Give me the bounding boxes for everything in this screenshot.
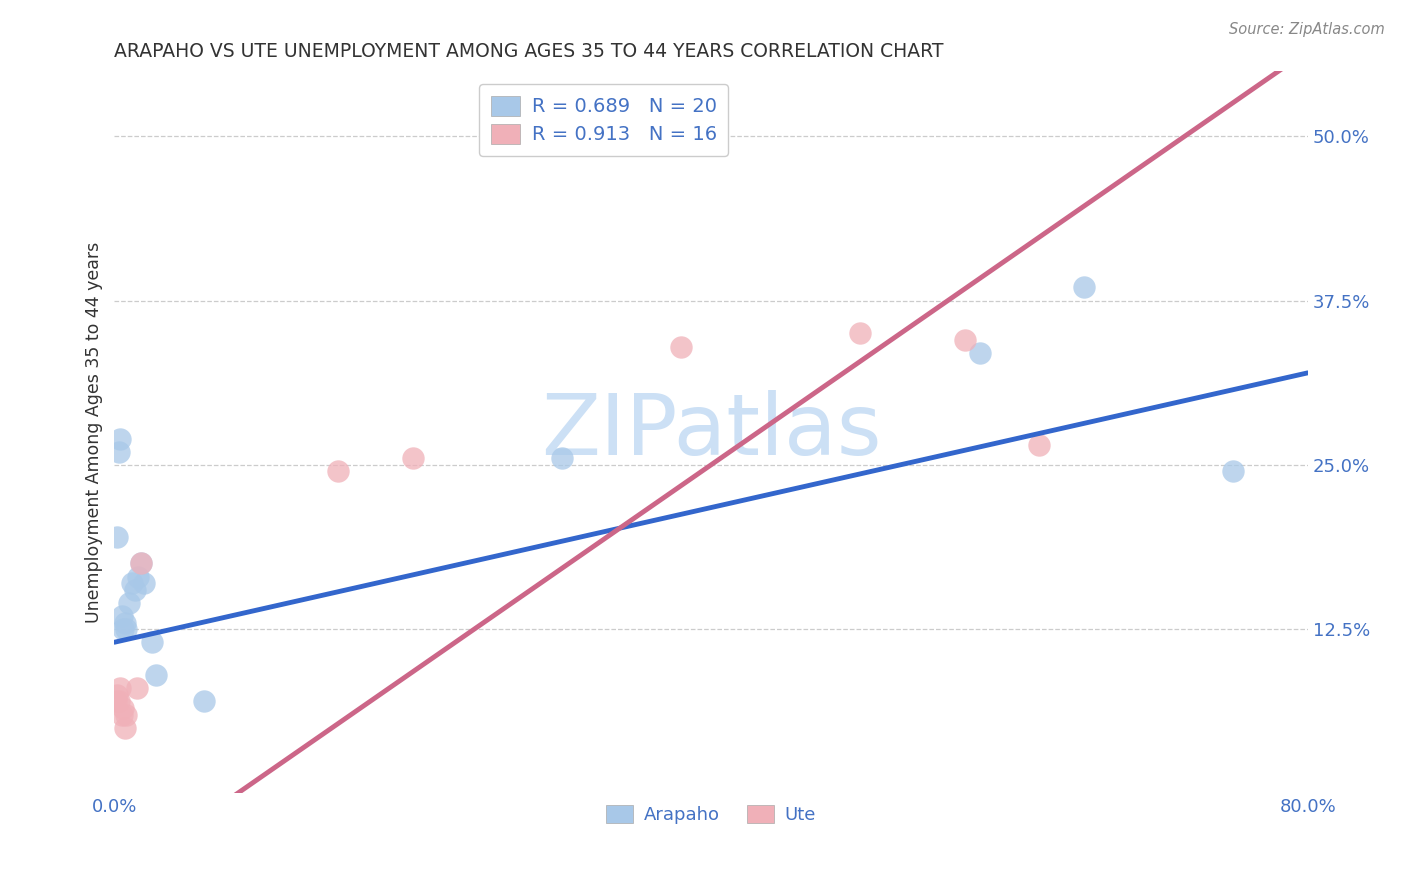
Point <box>110 432 132 446</box>
Text: Source: ZipAtlas.com: Source: ZipAtlas.com <box>1229 22 1385 37</box>
Point <box>108 694 131 708</box>
Point <box>111 609 134 624</box>
Point <box>1073 280 1095 294</box>
Point <box>129 557 152 571</box>
Point <box>115 622 138 636</box>
Point <box>112 622 135 636</box>
Point <box>328 464 350 478</box>
Point <box>118 596 141 610</box>
Point <box>1028 438 1050 452</box>
Point <box>129 557 152 571</box>
Point <box>110 681 132 696</box>
Point <box>145 668 167 682</box>
Point <box>105 688 128 702</box>
Point <box>121 576 143 591</box>
Point <box>105 530 128 544</box>
Point <box>114 615 136 630</box>
Point <box>141 635 163 649</box>
Point <box>127 569 149 583</box>
Y-axis label: Unemployment Among Ages 35 to 44 years: Unemployment Among Ages 35 to 44 years <box>86 242 103 623</box>
Point <box>1222 464 1244 478</box>
Point <box>112 701 135 715</box>
Point <box>671 340 693 354</box>
Point <box>111 707 134 722</box>
Point <box>969 346 991 360</box>
Point <box>115 707 138 722</box>
Point <box>114 721 136 735</box>
Point <box>953 333 976 347</box>
Point <box>104 694 127 708</box>
Text: ZIPatlas: ZIPatlas <box>541 391 882 474</box>
Text: ARAPAHO VS UTE UNEMPLOYMENT AMONG AGES 35 TO 44 YEARS CORRELATION CHART: ARAPAHO VS UTE UNEMPLOYMENT AMONG AGES 3… <box>114 42 943 61</box>
Point <box>125 681 148 696</box>
Point <box>193 694 215 708</box>
Point <box>134 576 156 591</box>
Point <box>124 582 146 597</box>
Point <box>849 326 872 341</box>
Point <box>551 451 574 466</box>
Point <box>402 451 425 466</box>
Legend: Arapaho, Ute: Arapaho, Ute <box>595 794 827 835</box>
Point <box>108 444 131 458</box>
